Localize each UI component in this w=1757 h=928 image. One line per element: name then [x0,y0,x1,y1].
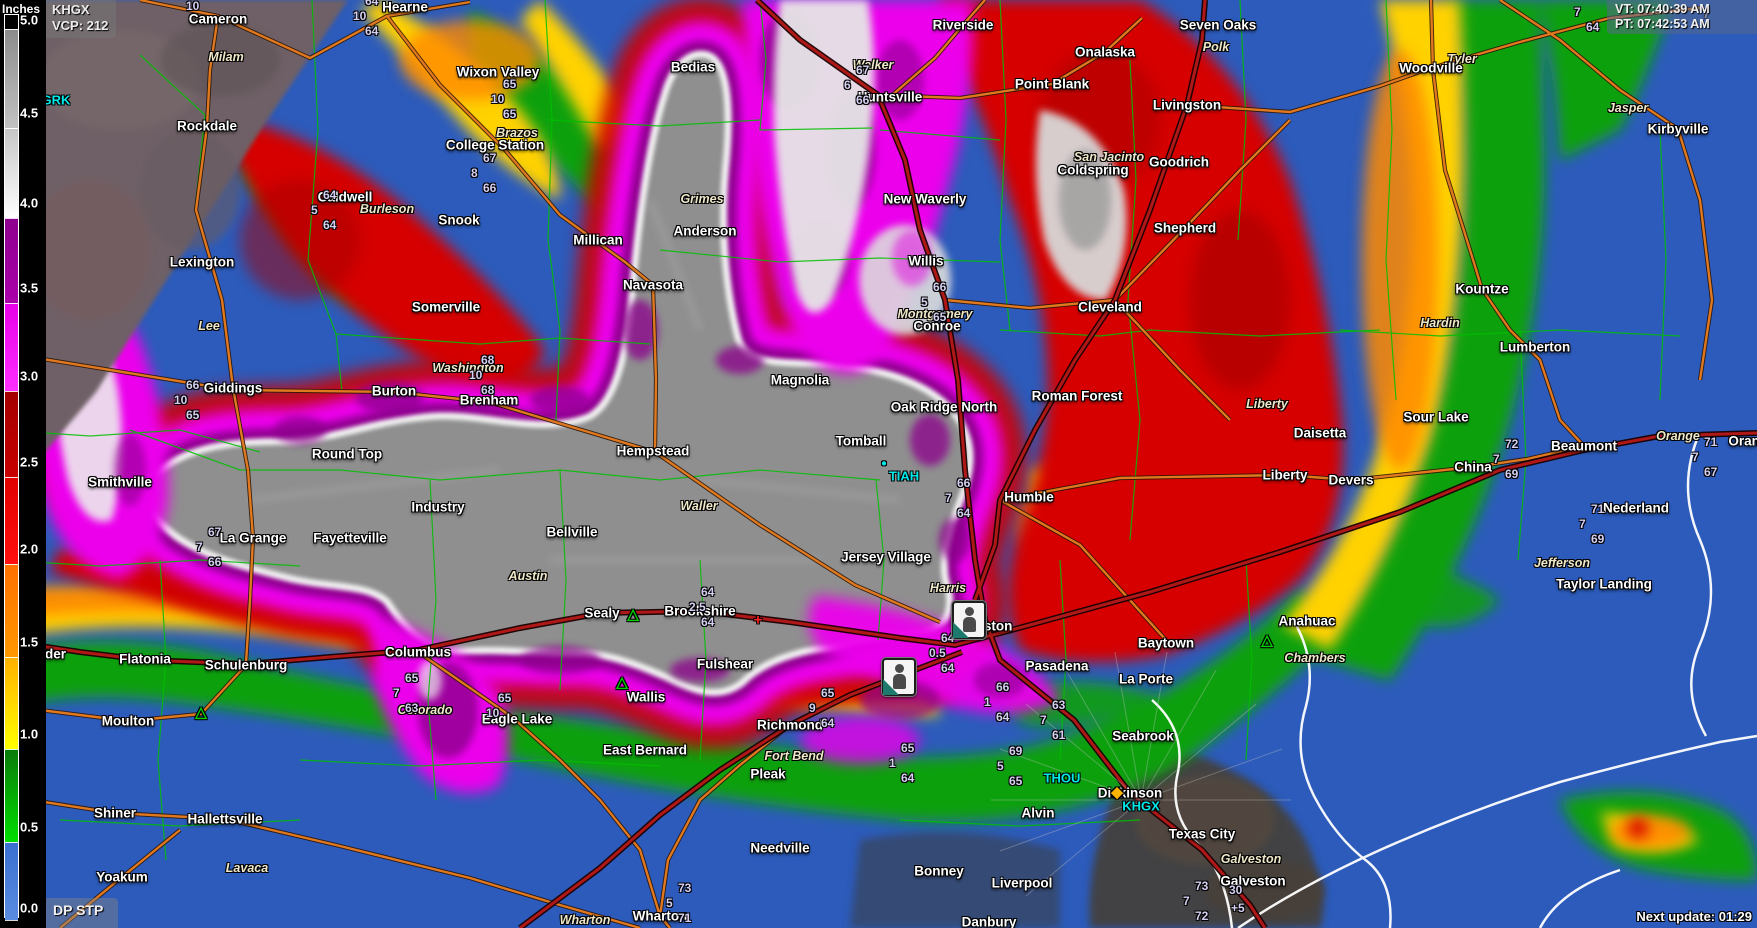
radar-spokes [991,651,1291,897]
product-time: PT: 07:42:53 AM [1615,17,1710,31]
radar-info-box: KHGX VCP: 212 [46,0,116,38]
scale-segment [5,29,18,129]
radar-id: KHGX [52,2,90,17]
scale-tick-label: 3.0 [20,368,39,384]
scale-segment [5,218,18,304]
scale-segment [5,842,18,921]
time-info-box: VT: 07:40:39 AM PT: 07:42:53 AM [1607,0,1757,34]
color-scale-panel: Inches 5.0 4.5 4.0 3.5 3.0 2.5 2.0 1.5 1.0 0.5 0.0 [0,0,46,928]
scale-tick-label: 2.5 [20,454,39,470]
product-info-box: DP STP [46,898,118,928]
vcp-label: VCP: 212 [52,18,109,33]
county-borders [0,0,1681,861]
scale-tick-label: 3.5 [20,280,39,296]
scale-tick-label: 0.0 [20,900,39,916]
scale-segment [5,749,18,843]
volume-time: VT: 07:40:39 AM [1615,2,1710,16]
scale-segment [5,391,18,478]
product-label: DP STP [53,902,104,918]
scale-segment [5,564,18,658]
coastline [1151,431,1757,928]
color-scale-bar [4,14,19,928]
scale-segment [5,657,18,750]
scale-tick-label: 4.5 [20,105,39,121]
scale-segment [5,920,18,928]
scale-segment [5,303,18,392]
scale-segment [5,477,18,565]
scale-tick-label: 1.0 [20,726,39,742]
scale-segment [5,128,18,219]
scale-tick-label: 4.0 [20,195,39,211]
scale-tick-label: 2.0 [20,541,39,557]
scale-tick-label: 1.5 [20,634,39,650]
scale-tick-label: 0.5 [20,819,39,835]
scale-tick-label: 5.0 [20,12,39,28]
scale-title: Inches [2,2,41,16]
next-update-label: Next update: 01:29 [1636,909,1752,924]
